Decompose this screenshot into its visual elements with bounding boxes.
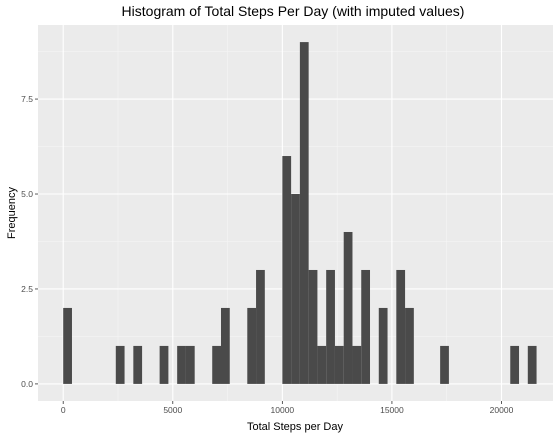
x-axis-label: Total Steps per Day	[247, 421, 343, 433]
histogram-bar	[510, 345, 520, 384]
histogram-bar	[291, 194, 300, 384]
histogram-bar	[185, 345, 195, 384]
histogram-bar	[133, 345, 143, 384]
histogram-bar	[159, 345, 169, 384]
histogram-bar	[308, 269, 318, 384]
y-tick-label: 2.5	[21, 284, 33, 294]
histogram-bar	[326, 269, 335, 384]
histogram-bar	[282, 156, 292, 384]
histogram-bar	[247, 307, 257, 384]
histogram-bar	[256, 269, 265, 384]
histogram-bar	[177, 345, 186, 384]
histogram-bar	[405, 307, 414, 384]
histogram-bar	[299, 42, 309, 384]
x-tick-label: 15000	[380, 405, 404, 415]
histogram-bar	[212, 345, 221, 384]
x-axis-ticks: 0 5000 10000 15000 20000	[61, 401, 514, 415]
x-tick-label: 10000	[271, 405, 295, 415]
histogram-bar	[63, 307, 72, 384]
x-tick-label: 0	[61, 405, 66, 415]
histogram-bar	[343, 231, 353, 384]
histogram-bar	[396, 269, 406, 384]
histogram-bars	[63, 42, 537, 384]
histogram-bar	[527, 345, 537, 384]
histogram-bar	[317, 345, 327, 384]
histogram-bar	[361, 269, 371, 384]
chart-title: Histogram of Total Steps Per Day (with i…	[122, 3, 465, 19]
histogram-bar	[352, 345, 362, 384]
histogram-bar	[440, 345, 449, 384]
histogram-bar	[378, 307, 388, 384]
x-tick-label: 5000	[163, 405, 182, 415]
x-tick-label: 20000	[490, 405, 514, 415]
y-axis-label: Frequency	[6, 187, 18, 239]
y-tick-label: 7.5	[21, 94, 33, 104]
y-tick-label: 0.0	[21, 379, 33, 389]
y-tick-label: 5.0	[21, 189, 33, 199]
histogram-bar	[220, 307, 230, 384]
y-axis-ticks: 0.0 2.5 5.0 7.5	[21, 94, 38, 389]
histogram-bar	[115, 345, 125, 384]
histogram-bar	[334, 345, 344, 384]
